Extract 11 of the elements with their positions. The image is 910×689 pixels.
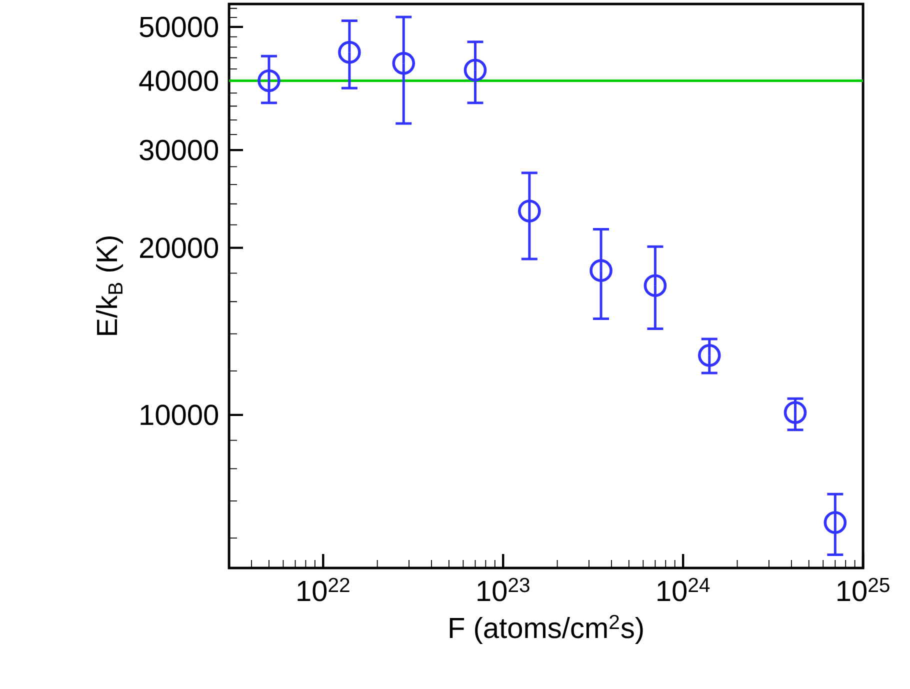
y-tick-label: 30000 [140,140,218,160]
y-axis-title: E/k$_{B}$ (K) [96,236,124,335]
y-tick-label: 10000 [140,404,218,426]
x-tick-label: 10$^{23}$ [478,578,530,602]
x-tick-label: 10$^{22}$ [298,578,350,602]
x-tick-label: 10$^{24}$ [658,578,710,602]
y-tick-label: 40000 [139,70,218,91]
x-axis-title: F (atoms/cm$^{2}$s) [450,614,643,644]
x-tick-label: 10$^{25}$ [838,578,890,602]
y-tick-label: 20000 [140,238,218,258]
y-tick-label: 50000 [140,16,218,38]
